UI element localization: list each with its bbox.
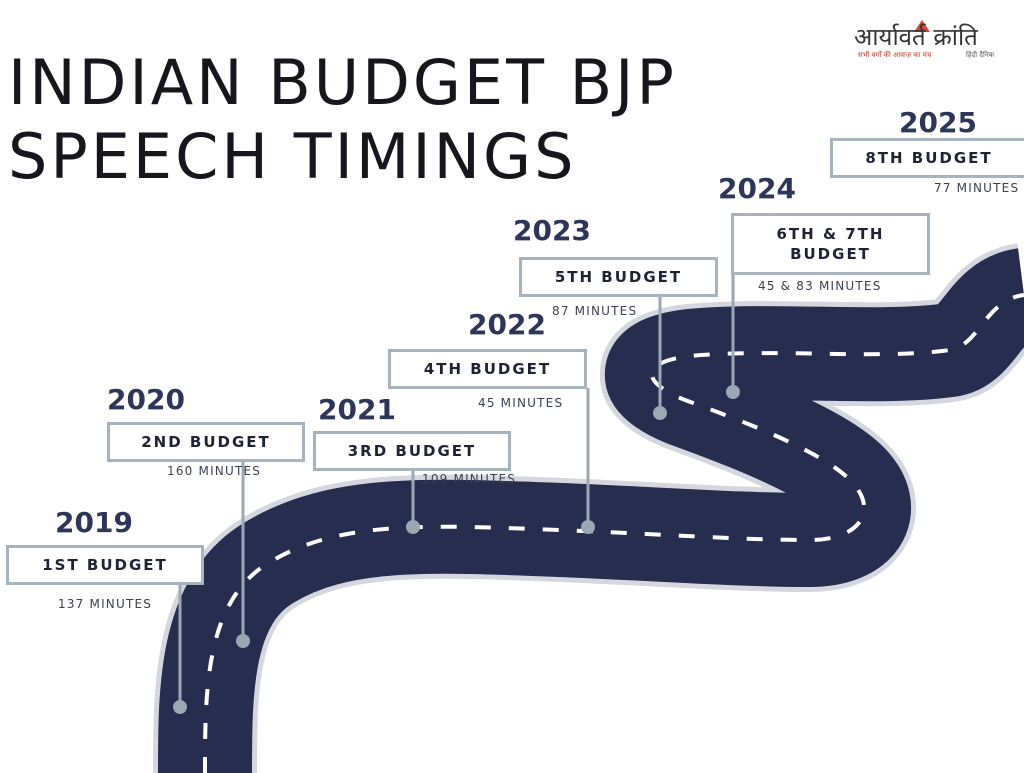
logo-subtitle: हिंदी दैनिक: [966, 51, 995, 59]
budget-box-2023: 5TH BUDGET: [519, 257, 718, 297]
year-label-2019: 2019: [55, 506, 133, 539]
year-label-2022: 2022: [468, 308, 546, 341]
budget-box-2022: 4TH BUDGET: [388, 349, 587, 389]
budget-box-2021: 3RD BUDGET: [313, 431, 511, 471]
budget-label-2025: 8TH BUDGET: [865, 148, 993, 167]
connector-2024: [726, 274, 740, 399]
minutes-2024: 45 & 83 MINUTES: [758, 279, 882, 293]
minutes-2023: 87 MINUTES: [552, 304, 638, 318]
logo-flame-icon: [914, 20, 930, 32]
budget-label-2020: 2ND BUDGET: [141, 432, 271, 451]
minutes-2025: 77 MINUTES: [934, 181, 1020, 195]
minutes-2022: 45 MINUTES: [478, 396, 564, 410]
connector-2019: [173, 583, 187, 714]
year-label-2025: 2025: [899, 106, 977, 139]
minutes-2019: 137 MINUTES: [58, 597, 153, 611]
budget-box-2024: 6TH & 7TH BUDGET: [731, 213, 930, 275]
minutes-2021: 109 MINUTES: [422, 472, 517, 486]
year-label-2021: 2021: [318, 393, 396, 426]
connector-2023: [653, 296, 667, 420]
budget-box-2019: 1ST BUDGET: [6, 545, 204, 585]
lane-markings: [203, 293, 1024, 773]
connector-2020: [236, 461, 250, 648]
year-label-2024: 2024: [718, 172, 796, 205]
minutes-2020: 160 MINUTES: [167, 464, 262, 478]
connector-2021: [406, 469, 420, 534]
budget-box-2025: 8TH BUDGET: [830, 138, 1024, 178]
page-title-line-1: INDIAN BUDGET BJP: [8, 46, 677, 119]
budget-label-2021: 3RD BUDGET: [347, 441, 477, 460]
budget-label-2024: 6TH & 7TH BUDGET: [776, 224, 885, 263]
budget-label-2019: 1ST BUDGET: [42, 555, 168, 574]
publisher-logo: आर्यावर्त क्रांति सभी वर्गों की आवाज़ का…: [854, 20, 1004, 64]
logo-text: आर्यावर्त क्रांति: [854, 23, 978, 51]
page-title-line-2: SPEECH TIMINGS: [8, 120, 577, 193]
connector-2022: [581, 388, 595, 534]
logo-tagline: सभी वर्गों की आवाज़ का मंच: [858, 51, 932, 59]
year-label-2023: 2023: [513, 214, 591, 247]
year-label-2020: 2020: [107, 383, 185, 416]
budget-label-2023: 5TH BUDGET: [554, 267, 683, 286]
budget-label-2022: 4TH BUDGET: [423, 359, 552, 378]
budget-box-2020: 2ND BUDGET: [107, 422, 305, 462]
